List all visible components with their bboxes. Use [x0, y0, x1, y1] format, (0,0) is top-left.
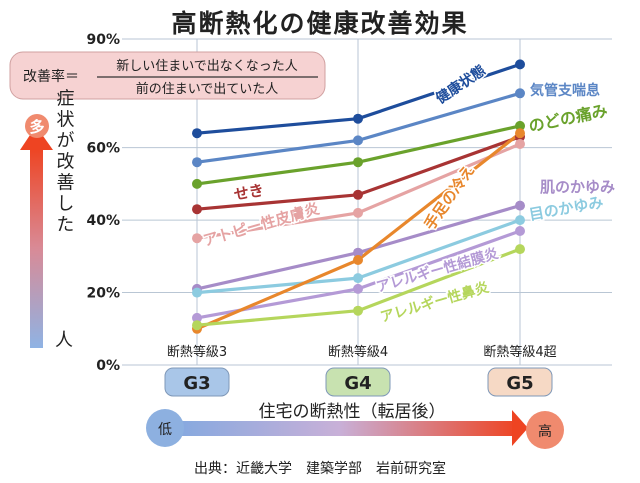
formula-box: 改善率＝ 新しい住まいで出なくなった人 前の住まいで出ていた人 — [9, 51, 326, 100]
series-label-1: 気管支喘息 — [530, 82, 600, 99]
data-point-0-1 — [353, 113, 363, 124]
formula-denominator: 前の住まいで出ていた人 — [136, 81, 279, 97]
data-point-9-1 — [353, 305, 363, 316]
x-indicator-left-circle — [146, 409, 184, 447]
y-tick-label: 0% — [96, 358, 120, 374]
y-indicator-bottom-label: 人 — [55, 330, 73, 351]
data-point-6-0 — [192, 287, 202, 298]
data-point-2-2 — [515, 120, 525, 131]
y-indicator-arrowhead — [20, 126, 53, 150]
source-credit: 出典：近畿大学 建築学部 岩前研究室 — [194, 461, 446, 477]
series-label-3: せき — [233, 181, 266, 204]
x-indicator-right-circle — [526, 411, 564, 449]
x-axis-ticks: 断熱等級3 断熱等級4 断熱等級4超 — [167, 344, 557, 360]
data-point-8-2 — [515, 128, 525, 139]
y-tick-label: 90% — [86, 32, 120, 48]
y-tick-label: 40% — [86, 213, 120, 229]
grade-badge-g3 — [164, 367, 230, 397]
data-point-3-0 — [192, 204, 202, 215]
data-point-0-2 — [515, 59, 525, 70]
data-point-4-0 — [192, 233, 202, 244]
data-point-5-2 — [515, 200, 525, 211]
data-point-7-2 — [515, 226, 525, 236]
series-label-0: 健康状態 — [433, 62, 489, 107]
data-point-9-2 — [515, 244, 525, 255]
data-point-8-1 — [353, 255, 363, 265]
x-indicator-label: 住宅の断熱性（転居後） — [259, 402, 446, 422]
grade-badges: G3 G4 G5 — [164, 367, 553, 397]
data-point-1-0 — [192, 157, 202, 168]
series-points — [192, 59, 525, 334]
data-point-2-1 — [353, 157, 363, 168]
data-point-7-0 — [192, 312, 202, 323]
formula-prefix: 改善率＝ — [23, 68, 79, 85]
x-indicator-right-label: 高 — [538, 423, 552, 440]
series-label-6: 目のかゆみ — [528, 193, 605, 224]
data-point-1-1 — [353, 135, 363, 146]
y-indicator: 多 症状が改善した 人 — [20, 88, 75, 351]
grade-label: G5 — [506, 373, 533, 394]
x-indicator-left-label: 低 — [158, 422, 172, 438]
y-tick-label: 60% — [86, 141, 120, 157]
y-tick-label: 20% — [86, 286, 120, 302]
x-tick-label: 断熱等級4 — [328, 344, 388, 360]
data-point-7-1 — [353, 283, 363, 294]
series-label-5: 肌のかゆみ — [540, 178, 615, 196]
y-indicator-bar — [30, 148, 43, 348]
x-tick-label: 断熱等級3 — [167, 344, 227, 360]
grade-badge-g5 — [487, 367, 553, 397]
grade-label: G4 — [344, 373, 371, 394]
data-point-6-1 — [353, 273, 363, 284]
data-point-4-1 — [353, 207, 363, 218]
x-tick-label: 断熱等級4超 — [483, 344, 556, 360]
data-point-2-0 — [192, 178, 202, 189]
data-point-3-1 — [353, 189, 363, 200]
x-indicator-arrowhead-right — [512, 410, 528, 446]
data-point-4-2 — [515, 139, 525, 149]
y-indicator-top-circle — [25, 114, 49, 138]
formula-numerator: 新しい住まいで出なくなった人 — [116, 58, 298, 74]
grade-label: G3 — [183, 373, 210, 394]
data-point-9-0 — [192, 320, 202, 331]
series-label-2: のどの痛み — [527, 101, 609, 136]
data-point-0-0 — [192, 128, 202, 139]
chart-title: 高断熱化の健康改善効果 — [171, 9, 469, 38]
grade-badge-g4 — [325, 367, 391, 397]
data-point-5-1 — [353, 247, 363, 258]
x-indicator-bar — [160, 421, 518, 436]
data-point-6-2 — [515, 215, 525, 226]
y-indicator-label: 症状が改善した — [54, 88, 75, 235]
y-axis-ticks: 0% 20% 40% 60% 90% — [86, 32, 120, 374]
x-indicator: 低 高 住宅の断熱性（転居後） — [146, 402, 564, 449]
data-point-1-2 — [515, 88, 525, 99]
y-indicator-top-label: 多 — [29, 118, 44, 136]
